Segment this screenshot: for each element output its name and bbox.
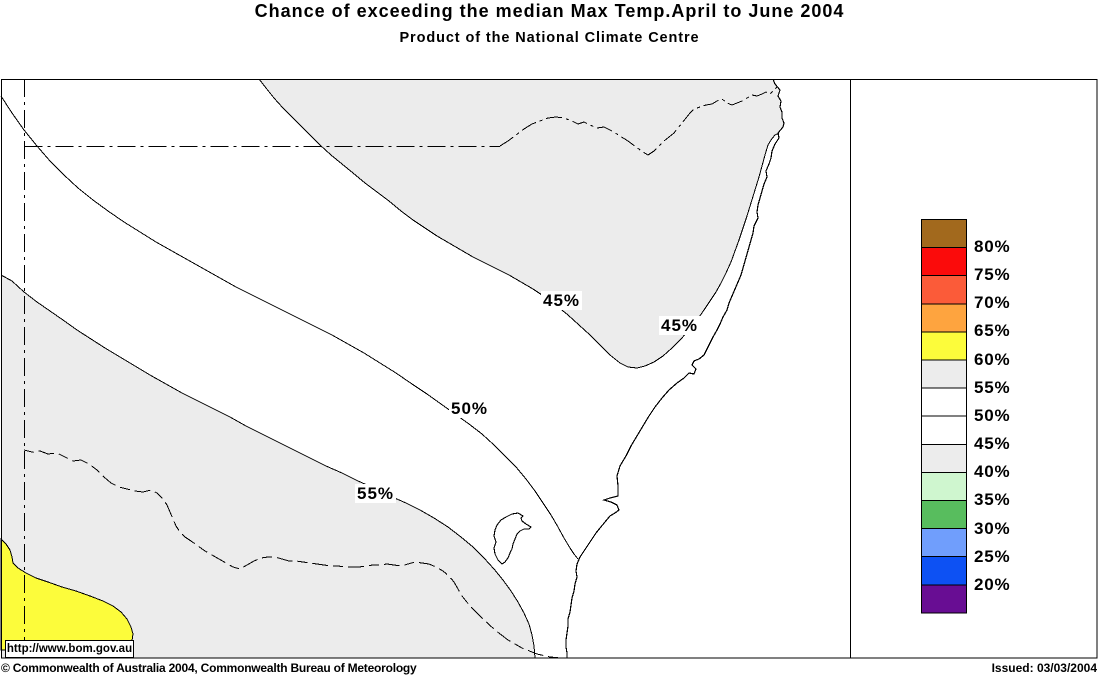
page-subtitle: Product of the National Climate Centre bbox=[399, 30, 700, 46]
legend-cell-45-50 bbox=[921, 415, 967, 445]
border-vic-nsw-river bbox=[23, 449, 562, 659]
map-panel-border bbox=[1, 79, 1098, 659]
border-qld-nsw-river bbox=[499, 86, 778, 156]
contour-label-55: 55% bbox=[355, 484, 397, 503]
legend-cell-75-80 bbox=[921, 247, 967, 277]
legend-label-60: 60% bbox=[974, 350, 1011, 369]
legend-cell-50-55 bbox=[921, 387, 967, 417]
footer-copyright: © Commonwealth of Australia 2004, Common… bbox=[1, 661, 417, 675]
legend-label-20: 20% bbox=[974, 575, 1011, 594]
coastline bbox=[565, 78, 785, 658]
contour-label-45-west: 45% bbox=[541, 291, 583, 310]
legend-label-65: 65% bbox=[974, 321, 1011, 340]
legend-label-55: 55% bbox=[974, 378, 1011, 397]
legend-cell-20-25 bbox=[921, 556, 967, 586]
legend-cell-25-30 bbox=[921, 528, 967, 558]
legend-label-50: 50% bbox=[974, 406, 1011, 425]
legend-label-25: 25% bbox=[974, 547, 1011, 566]
contour-50 bbox=[0, 95, 579, 560]
legend-cell-35-40 bbox=[921, 471, 967, 501]
legend-cell-30-35 bbox=[921, 500, 967, 530]
legend-cell-40-45 bbox=[921, 443, 967, 473]
legend-cell-55-60 bbox=[921, 359, 967, 389]
act-boundary bbox=[493, 512, 532, 565]
contour-45 bbox=[258, 78, 780, 369]
legend-label-35: 35% bbox=[974, 490, 1011, 509]
contour-label-45-east: 45% bbox=[659, 316, 701, 335]
legend-label-45: 45% bbox=[974, 434, 1011, 453]
legend-label-80: 80% bbox=[974, 237, 1011, 256]
legend-cell-gt80 bbox=[921, 219, 967, 249]
contour-55 bbox=[0, 274, 536, 659]
legend-cell-70-75 bbox=[921, 275, 967, 305]
page-title: Chance of exceeding the median Max Temp.… bbox=[254, 1, 845, 21]
legend-cell-60-65 bbox=[921, 331, 967, 361]
bom-url-label: http://www.bom.gov.au bbox=[5, 640, 134, 658]
legend-color-bar bbox=[921, 219, 967, 614]
footer-issued-date: Issued: 03/03/2004 bbox=[991, 661, 1097, 675]
legend-label-70: 70% bbox=[974, 293, 1011, 312]
legend-label-75: 75% bbox=[974, 265, 1011, 284]
legend-cell-lt20 bbox=[921, 584, 967, 614]
legend-label-30: 30% bbox=[974, 519, 1011, 538]
shade-region-55-60 bbox=[1, 275, 535, 658]
legend-label-40: 40% bbox=[974, 462, 1011, 481]
legend-cell-65-70 bbox=[921, 303, 967, 333]
shade-region-40-45 bbox=[259, 79, 784, 368]
contour-label-50: 50% bbox=[449, 399, 491, 418]
